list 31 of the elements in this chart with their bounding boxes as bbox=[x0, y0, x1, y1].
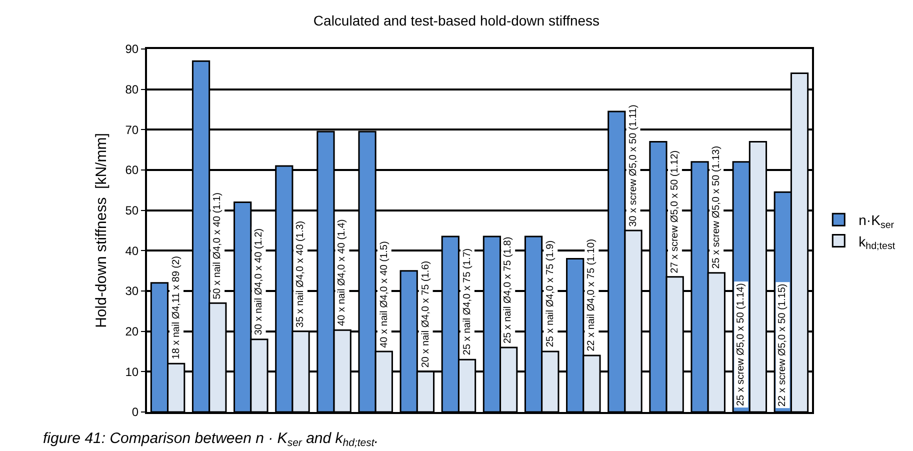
x-tick-label: 25 x nail Ø4,0 x 75 (1.7) bbox=[462, 248, 473, 356]
x-tick-label: 25 x nail Ø4,0 x 75 (1.9) bbox=[545, 240, 556, 348]
y-tick-label: 30 bbox=[125, 284, 139, 298]
y-axis-title: Hold-down stiffness [kN/mm] bbox=[92, 133, 110, 328]
x-tick-label: 20 x nail Ø4,0 x 75 (1.6) bbox=[420, 260, 432, 368]
x-tick-label: 25 x screw Ø5,0 x 50 (1.14) bbox=[736, 283, 747, 406]
y-tick-label: 80 bbox=[125, 82, 139, 97]
y-tick-label: 90 bbox=[125, 42, 139, 56]
x-tick-label: 25 x nail Ø4,0 x 75 (1.8) bbox=[502, 236, 514, 344]
x-tick-label: 27 x screw Ø5,0 x 50 (1.12) bbox=[669, 150, 680, 274]
y-tick-label: 60 bbox=[125, 163, 139, 178]
y-tick-label: 10 bbox=[125, 364, 139, 379]
y-tick-label: 40 bbox=[125, 244, 139, 258]
x-tick-label: 30 x nail Ø4,0 x 40 (1.2) bbox=[253, 228, 264, 336]
y-tick-label: 70 bbox=[125, 122, 139, 137]
chart-title: Calculated and test-based hold-down stiffness bbox=[313, 12, 600, 29]
y-tick-label: 20 bbox=[125, 324, 139, 339]
x-tick-label: 40 x nail Ø4,0 x 40 (1.5) bbox=[378, 241, 390, 348]
x-tick-label: 40 x nail Ø4,0 x 40 (1.4) bbox=[336, 219, 348, 326]
x-tick-label: 18 x nail Ø4,11 x 89 (2) bbox=[170, 256, 182, 360]
legend-label: n·K$_{ser}$ bbox=[858, 212, 895, 231]
x-tick-label: 35 x nail Ø4,0 x 40 (1.3) bbox=[294, 220, 306, 328]
y-tick-label: 0 bbox=[132, 405, 139, 420]
y-tick-label: 50 bbox=[125, 204, 139, 218]
x-tick-label: 30 x screw Ø5,0 x 50 (1.11) bbox=[628, 104, 639, 227]
x-tick-label: 22 x nail Ø4,0 x 75 (1.10) bbox=[586, 238, 598, 352]
x-tick-label: 22 x screw Ø5,0 x 50 (1.15) bbox=[777, 284, 788, 407]
caption: figure 41: Comparison between n · K$_{ser}$ and k$_{hd;test}$. bbox=[43, 430, 378, 450]
legend-label: k$_{hd;test}$ bbox=[858, 233, 896, 252]
x-tick-label: 25 x screw Ø5,0 x 50 (1.13) bbox=[711, 146, 722, 269]
x-tick-label: 50 x nail Ø4,0 x 40 (1.1) bbox=[212, 192, 224, 300]
